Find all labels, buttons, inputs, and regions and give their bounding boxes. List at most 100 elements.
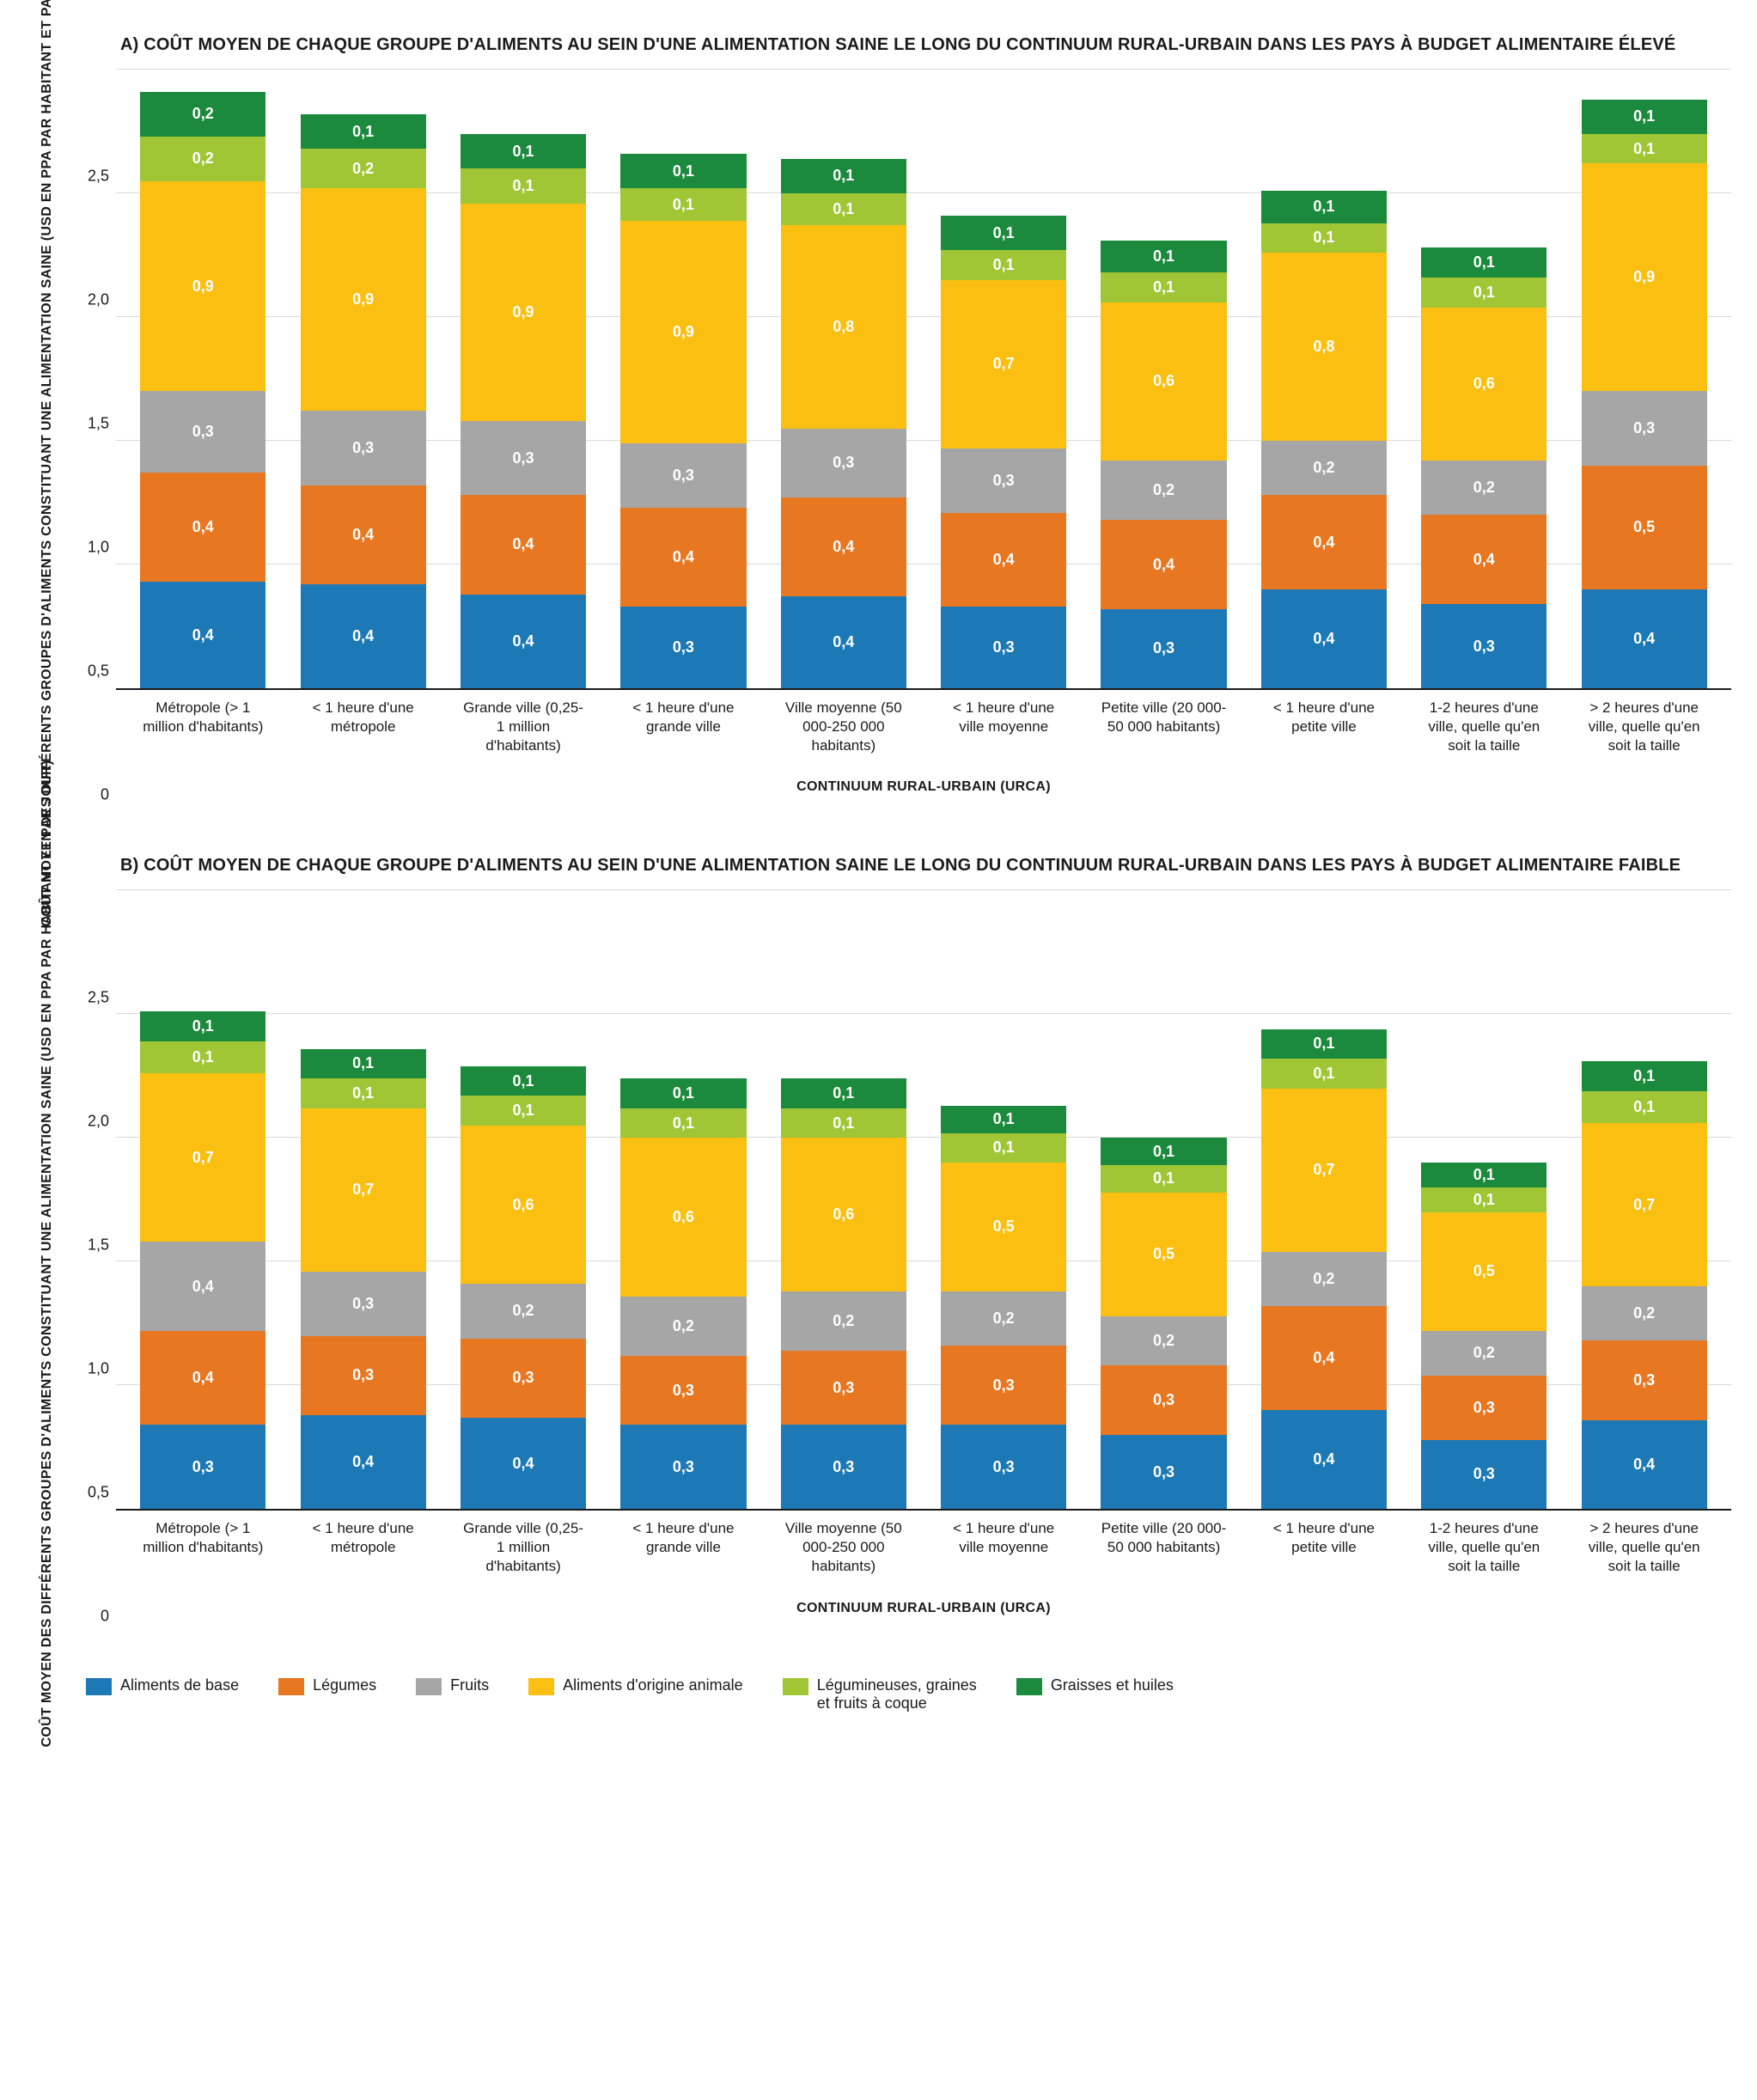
bar-segment-base: 0,4 <box>781 596 906 688</box>
bar-segment-fats: 0,1 <box>140 1011 265 1041</box>
y-tick: 0,5 <box>88 1483 109 1501</box>
bar-segment-fats: 0,1 <box>781 1078 906 1108</box>
bar-segment-legumes: 0,4 <box>140 1331 265 1425</box>
bar-segment-fruits: 0,2 <box>1261 1252 1387 1306</box>
bar-segment-base: 0,4 <box>1261 589 1387 688</box>
bar-segment-base: 0,3 <box>941 1425 1066 1509</box>
bar-segment-fruits: 0,4 <box>140 1242 265 1331</box>
legend-item-pulses: Légumineuses, graineset fruits à coque <box>783 1676 977 1712</box>
bar-segment-pulses: 0,1 <box>1101 1165 1226 1193</box>
bar-segment-pulses: 0,1 <box>1261 223 1387 253</box>
x-axis-title: CONTINUUM RURAL-URBAIN (URCA) <box>116 779 1731 795</box>
bar-segment-base: 0,4 <box>1582 1420 1707 1510</box>
legend-item-fats: Graisses et huiles <box>1016 1676 1174 1712</box>
bar-segment-pulses: 0,1 <box>461 168 586 203</box>
bar-segment-fats: 0,1 <box>1101 1138 1226 1165</box>
bar-segment-animal: 0,9 <box>461 204 586 421</box>
legend-label: Légumineuses, graineset fruits à coque <box>817 1676 977 1712</box>
bar-segment-animal: 0,9 <box>301 188 426 411</box>
bar-segment-fruits: 0,2 <box>1101 1316 1226 1366</box>
gridline <box>116 889 1731 890</box>
bar-segment-fruits: 0,2 <box>461 1284 586 1338</box>
bar-segment-animal: 0,6 <box>620 1138 746 1296</box>
bar-segment-pulses: 0,1 <box>1421 278 1547 308</box>
x-tick-label: Petite ville (20 000-50 000 habitants) <box>1101 699 1226 755</box>
bar: 0,40,40,20,70,10,1 <box>1261 1029 1387 1510</box>
bar-segment-fats: 0,1 <box>781 159 906 193</box>
x-axis-title: CONTINUUM RURAL-URBAIN (URCA) <box>116 1601 1731 1616</box>
x-tick-label: > 2 heures d'une ville, quelle qu'en soi… <box>1582 1519 1707 1576</box>
bar-segment-fruits: 0,2 <box>941 1291 1066 1346</box>
bar-segment-legumes: 0,3 <box>461 1339 586 1418</box>
bar-segment-fats: 0,1 <box>620 1078 746 1108</box>
bar-segment-fruits: 0,3 <box>301 1272 426 1336</box>
legend-label: Aliments d'origine animale <box>563 1676 743 1694</box>
bar-segment-base: 0,3 <box>620 1425 746 1509</box>
bar-segment-animal: 0,9 <box>620 221 746 443</box>
bar-segment-legumes: 0,4 <box>461 495 586 594</box>
bar-segment-animal: 0,6 <box>461 1126 586 1284</box>
bar: 0,30,30,20,50,10,1 <box>941 1106 1066 1509</box>
bar-segment-pulses: 0,1 <box>620 1108 746 1139</box>
bar: 0,30,30,20,60,10,1 <box>620 1078 746 1509</box>
chart-title: B) COÛT MOYEN DE CHAQUE GROUPE D'ALIMENT… <box>120 855 1731 876</box>
bar-segment-base: 0,4 <box>1261 1410 1387 1509</box>
bar-segment-base: 0,3 <box>140 1425 265 1509</box>
bar-segment-fats: 0,1 <box>941 216 1066 250</box>
bar-segment-pulses: 0,1 <box>1582 1091 1707 1123</box>
bar: 0,40,50,30,90,10,1 <box>1582 100 1707 688</box>
legend-swatch <box>1016 1678 1042 1695</box>
bar-segment-animal: 0,7 <box>301 1108 426 1272</box>
y-tick: 0,5 <box>88 662 109 681</box>
bar-segment-fruits: 0,3 <box>941 449 1066 513</box>
bar-segment-fruits: 0,2 <box>1421 1331 1547 1376</box>
bar: 0,30,40,30,90,10,1 <box>620 154 746 688</box>
x-tick-label: < 1 heure d'une grande ville <box>620 1519 746 1576</box>
bar-segment-fats: 0,1 <box>1421 247 1547 278</box>
bar-segment-fruits: 0,3 <box>620 443 746 508</box>
plot-area: 0,30,40,40,70,10,10,40,30,30,70,10,10,40… <box>116 892 1731 1511</box>
bar-segment-animal: 0,7 <box>941 280 1066 449</box>
bar-segment-pulses: 0,2 <box>140 137 265 181</box>
x-tick-label: Ville moyenne (50 000-250 000 habitants) <box>781 699 906 755</box>
bar-segment-base: 0,3 <box>1421 604 1547 688</box>
bar-segment-fruits: 0,3 <box>140 391 265 473</box>
bar-segment-fats: 0,1 <box>1421 1163 1547 1187</box>
bar-segment-pulses: 0,1 <box>941 250 1066 280</box>
y-tick: 1,0 <box>88 1359 109 1377</box>
x-tick-label: Grande ville (0,25-1 million d'habitants… <box>461 699 586 755</box>
bar-segment-pulses: 0,1 <box>1261 1059 1387 1089</box>
bar-segment-legumes: 0,4 <box>140 473 265 582</box>
bar-segment-animal: 0,5 <box>1101 1193 1226 1316</box>
bar-segment-fats: 0,1 <box>461 134 586 168</box>
bar-segment-fats: 0,1 <box>941 1106 1066 1133</box>
y-tick: 2,0 <box>88 291 109 309</box>
bar-segment-base: 0,4 <box>461 595 586 688</box>
bar-segment-fruits: 0,3 <box>301 411 426 485</box>
legend-item-legumes: Légumes <box>278 1676 376 1712</box>
bar-segment-base: 0,3 <box>620 607 746 688</box>
bar-segment-base: 0,3 <box>1101 609 1226 688</box>
legend-item-fruits: Fruits <box>416 1676 489 1712</box>
legend: Aliments de baseLégumesFruitsAliments d'… <box>86 1676 1731 1712</box>
bar-segment-animal: 0,7 <box>140 1073 265 1242</box>
bar-segment-fats: 0,2 <box>140 92 265 137</box>
chart-panel-a: A) COÛT MOYEN DE CHAQUE GROUPE D'ALIMENT… <box>26 34 1731 795</box>
legend-label: Fruits <box>450 1676 489 1694</box>
bar: 0,30,30,20,50,10,1 <box>1101 1138 1226 1509</box>
chart-title: A) COÛT MOYEN DE CHAQUE GROUPE D'ALIMENT… <box>120 34 1731 56</box>
x-tick-label: < 1 heure d'une petite ville <box>1261 1519 1387 1576</box>
bar-segment-fats: 0,1 <box>301 114 426 149</box>
y-tick: 0 <box>101 1607 109 1625</box>
bar-segment-legumes: 0,4 <box>1261 495 1387 589</box>
bar: 0,40,40,30,90,10,1 <box>461 134 586 688</box>
bar: 0,40,40,20,80,10,1 <box>1261 191 1387 688</box>
legend-swatch <box>416 1678 442 1695</box>
bar-segment-legumes: 0,4 <box>301 485 426 584</box>
bar: 0,40,30,20,70,10,1 <box>1582 1061 1707 1509</box>
x-tick-label: < 1 heure d'une petite ville <box>1261 699 1387 755</box>
bar: 0,30,30,20,50,10,1 <box>1421 1163 1547 1509</box>
bar: 0,40,40,30,90,20,1 <box>301 114 426 688</box>
bar-segment-animal: 0,6 <box>1421 308 1547 461</box>
y-tick: 2,0 <box>88 1112 109 1130</box>
